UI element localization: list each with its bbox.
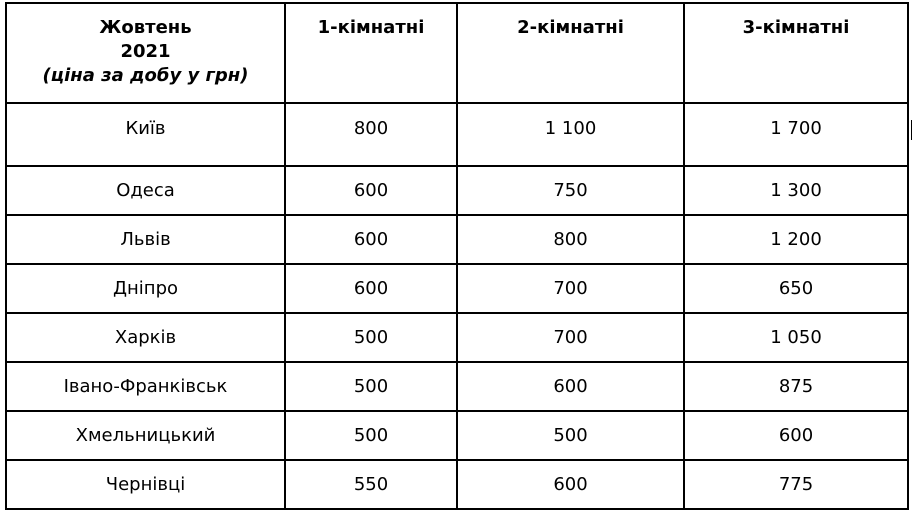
table-row: Київ 800 1 100 1 700: [5, 102, 909, 167]
header-year: 2021: [120, 41, 171, 62]
header-month: Жовтень: [99, 17, 192, 38]
price-2-room: 600: [456, 459, 685, 510]
city-cell: Одеса: [5, 165, 286, 216]
header-period: Жовтень 2021 (ціна за добу у грн): [5, 2, 286, 104]
price-2-room: 700: [456, 263, 685, 314]
city-cell: Івано-Франківськ: [5, 361, 286, 412]
price-1-room: 500: [284, 361, 458, 412]
price-3-room: 1 300: [683, 165, 909, 216]
price-table: Жовтень 2021 (ціна за добу у грн) 1-кімн…: [5, 2, 909, 510]
city-cell: Дніпро: [5, 263, 286, 314]
price-3-room: 875: [683, 361, 909, 412]
price-3-room: 1 050: [683, 312, 909, 363]
table-row: Львів 600 800 1 200: [5, 214, 909, 265]
table-row: Івано-Франківськ 500 600 875: [5, 361, 909, 412]
city-cell: Харків: [5, 312, 286, 363]
price-1-room: 800: [284, 102, 458, 167]
price-2-room: 700: [456, 312, 685, 363]
table-row: Одеса 600 750 1 300: [5, 165, 909, 216]
header-3-room: 3-кімнатні: [683, 2, 909, 104]
price-2-room: 500: [456, 410, 685, 461]
text-cursor: [911, 120, 912, 140]
price-3-room: 1 700: [683, 102, 909, 167]
city-cell: Львів: [5, 214, 286, 265]
price-2-room: 750: [456, 165, 685, 216]
price-2-room: 600: [456, 361, 685, 412]
price-2-room: 800: [456, 214, 685, 265]
header-1-room: 1-кімнатні: [284, 2, 458, 104]
city-cell: Хмельницький: [5, 410, 286, 461]
price-1-room: 500: [284, 312, 458, 363]
header-2-room: 2-кімнатні: [456, 2, 685, 104]
header-unit: (ціна за добу у грн): [42, 65, 249, 86]
table-row: Харків 500 700 1 050: [5, 312, 909, 363]
price-3-room: 650: [683, 263, 909, 314]
price-1-room: 600: [284, 214, 458, 265]
header-row: Жовтень 2021 (ціна за добу у грн) 1-кімн…: [5, 2, 909, 104]
price-3-room: 775: [683, 459, 909, 510]
table-row: Чернівці 550 600 775: [5, 459, 909, 510]
price-3-room: 600: [683, 410, 909, 461]
price-3-room: 1 200: [683, 214, 909, 265]
city-cell: Київ: [5, 102, 286, 167]
price-1-room: 500: [284, 410, 458, 461]
table-row: Хмельницький 500 500 600: [5, 410, 909, 461]
price-1-room: 600: [284, 165, 458, 216]
price-2-room: 1 100: [456, 102, 685, 167]
price-1-room: 550: [284, 459, 458, 510]
table-row: Дніпро 600 700 650: [5, 263, 909, 314]
city-cell: Чернівці: [5, 459, 286, 510]
price-1-room: 600: [284, 263, 458, 314]
